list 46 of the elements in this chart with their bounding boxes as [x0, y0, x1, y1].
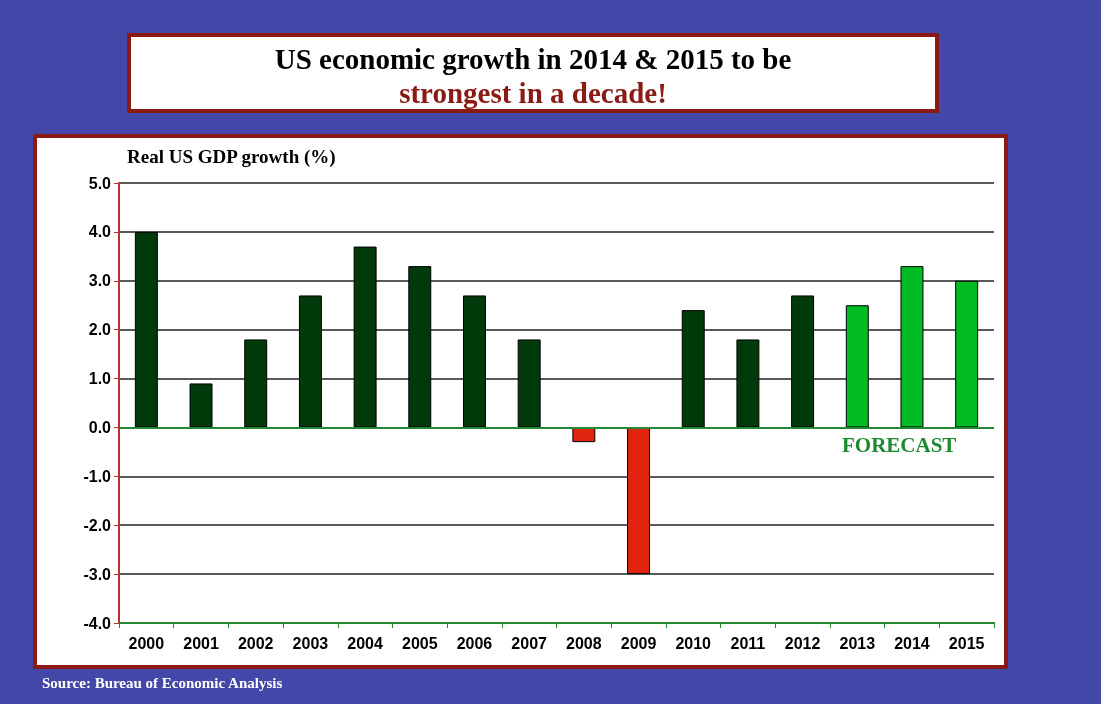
source-note: Source: Bureau of Economic Analysis	[42, 675, 283, 692]
bar	[408, 266, 432, 428]
x-tick-label: 2007	[511, 634, 548, 652]
annotation: FORECAST	[842, 433, 957, 458]
bar	[791, 295, 815, 428]
bar	[627, 427, 651, 575]
bar	[681, 310, 705, 428]
x-tick-label: 2006	[456, 634, 493, 652]
x-tick-label: 2003	[292, 634, 329, 652]
x-tick-label: 2013	[839, 634, 876, 652]
x-tick-label: 2004	[347, 634, 383, 652]
y-tick-label: 1.0	[88, 370, 112, 388]
x-tick-label: 2005	[401, 634, 438, 652]
x-tick-label: 2001	[183, 634, 219, 652]
bar	[189, 383, 213, 428]
y-tick-label: 3.0	[88, 272, 112, 290]
y-tick-label: -3.0	[83, 565, 112, 583]
bar	[900, 266, 924, 428]
bar	[517, 339, 541, 428]
bar	[298, 295, 322, 428]
x-tick-label: 2008	[566, 634, 602, 652]
x-tick-label: 2011	[730, 634, 766, 652]
bar	[134, 231, 158, 428]
bar	[244, 339, 268, 428]
y-tick-label: -1.0	[83, 467, 112, 485]
bar	[353, 246, 377, 428]
y-axis-title: Real US GDP growth (%)	[127, 146, 336, 168]
y-tick-label: 2.0	[88, 321, 112, 339]
x-tick-label: 2002	[237, 634, 274, 652]
bar	[462, 295, 486, 428]
chart-title: US economic growth in 2014 & 2015 to be	[273, 42, 793, 76]
bar	[736, 339, 760, 428]
x-tick-label: 2015	[948, 634, 985, 652]
bar	[845, 305, 869, 428]
x-tick-label: 2012	[784, 634, 821, 652]
x-tick-label: 2010	[675, 634, 712, 652]
y-tick-label: 5.0	[88, 174, 112, 192]
x-tick-label: 2000	[128, 634, 165, 652]
y-tick-label: -2.0	[83, 516, 112, 534]
y-tick-label: -4.0	[83, 614, 112, 632]
y-tick-label: 4.0	[88, 223, 112, 241]
y-tick-label: 0.0	[88, 418, 112, 436]
x-tick-label: 2009	[620, 634, 657, 652]
x-tick-label: 2014	[894, 634, 930, 652]
bar	[955, 280, 979, 428]
chart-subtitle: strongest in a decade!	[398, 76, 668, 110]
